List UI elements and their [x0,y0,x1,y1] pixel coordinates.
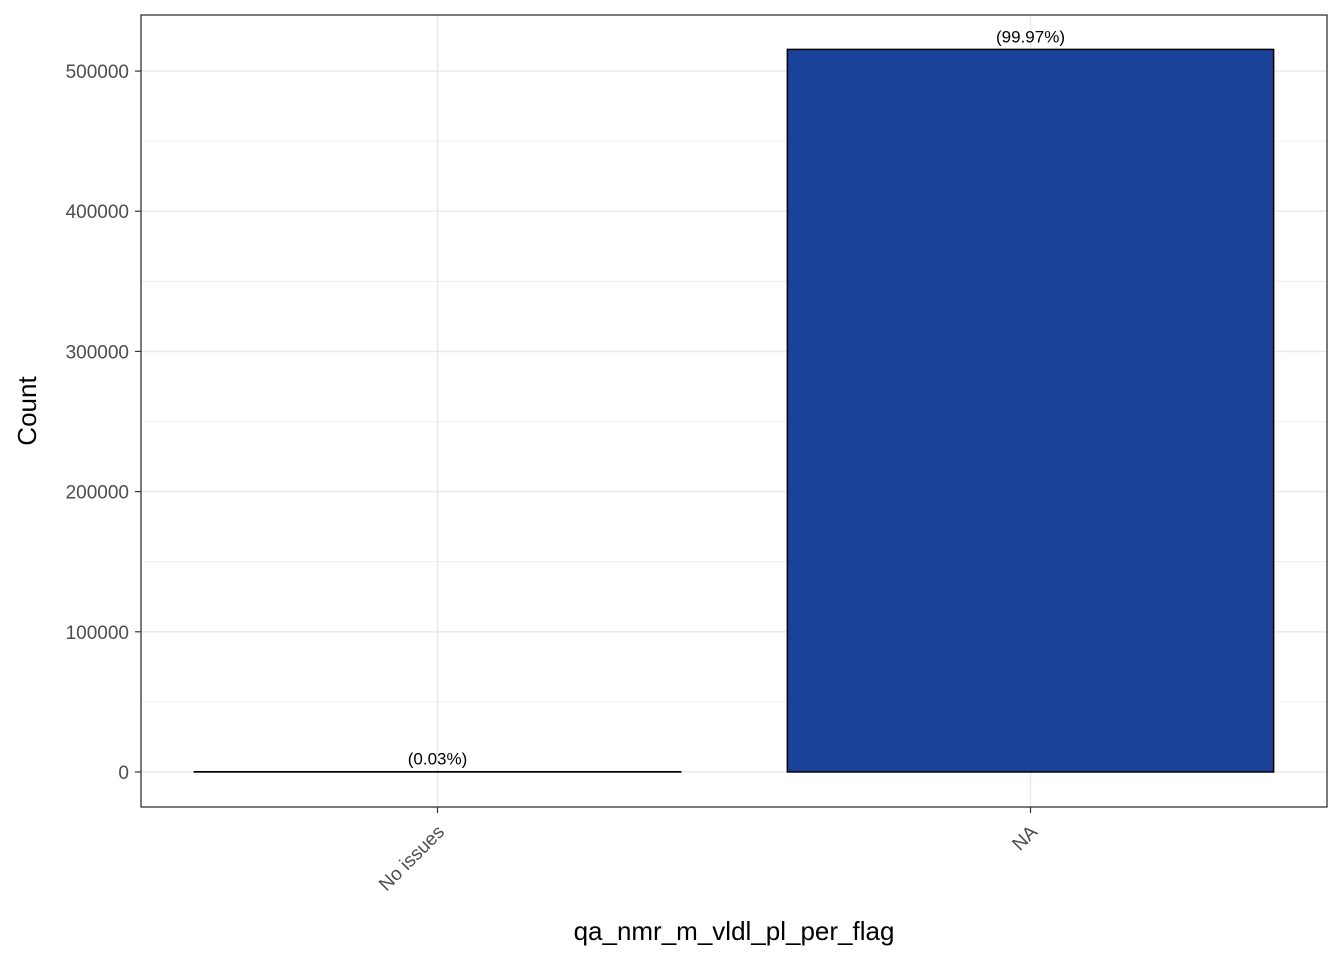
bar-data-label: (0.03%) [408,750,468,769]
y-axis: 0 100000 200000 300000 400000 500000 [66,62,141,784]
y-axis-title: Count [12,376,42,446]
y-tick-label: 100000 [66,623,129,644]
x-tick-label: NA [1009,821,1043,855]
x-axis-title: qa_nmr_m_vldl_pl_per_flag [574,916,895,946]
bars [193,48,1275,773]
y-tick-label: 0 [118,763,129,784]
x-axis: No issues NA [375,807,1042,896]
y-tick-label: 300000 [66,342,129,363]
bar-data-label: (99.97%) [996,27,1065,46]
x-tick-label: No issues [375,822,449,896]
y-tick-label: 400000 [66,202,129,223]
plot-border [140,14,1328,808]
bar-labels: (0.03%) (99.97%) [408,27,1065,768]
y-tick-label: 200000 [66,483,129,504]
y-tick-label: 500000 [66,62,129,83]
bar [786,48,1275,773]
